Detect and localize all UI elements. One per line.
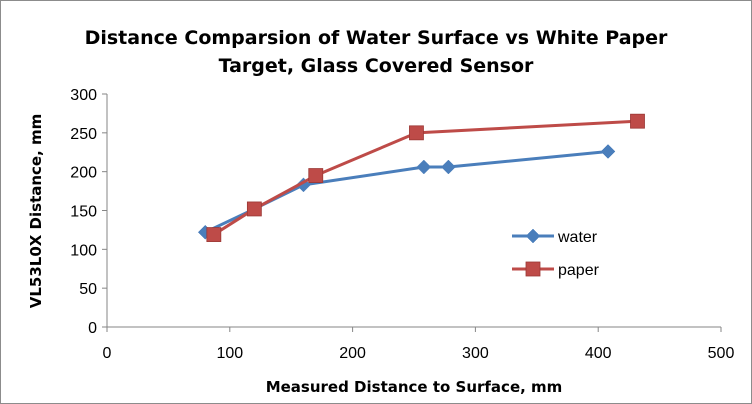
data-point-paper [206, 227, 222, 242]
x-tick-label: 300 [462, 345, 489, 362]
x-axis-title: Measured Distance to Surface, mm [266, 378, 563, 396]
series-water [197, 144, 616, 240]
data-point-paper [308, 168, 324, 183]
x-ticks: 0 100 200 300 400 500 [103, 327, 735, 362]
y-tick-label: 50 [79, 281, 97, 298]
y-ticks: 0 50 100 150 200 250 300 [70, 87, 107, 337]
legend-label-water: water [557, 229, 598, 246]
series-paper [206, 113, 645, 242]
series-line-water [204, 149, 609, 234]
y-tick-label: 250 [70, 126, 97, 143]
x-tick-label: 400 [585, 345, 612, 362]
x-tick-label: 200 [339, 345, 366, 362]
legend-marker-water [525, 228, 541, 244]
data-point-paper [246, 201, 262, 217]
legend: water paper [512, 228, 600, 279]
y-tick-label: 0 [88, 320, 97, 337]
x-tick-label: 500 [708, 345, 735, 362]
legend-marker-paper [525, 261, 541, 277]
x-tick-label: 100 [216, 345, 243, 362]
chart-title-line-2: Target, Glass Covered Sensor [219, 55, 534, 77]
data-point-water [600, 144, 616, 159]
data-point-water [441, 159, 456, 175]
data-point-water [416, 159, 432, 175]
y-tick-label: 100 [70, 242, 97, 259]
x-tick-label: 0 [103, 345, 112, 362]
series-group [197, 113, 645, 242]
series-line-paper [213, 119, 638, 236]
y-axis-title: VL53L0X Distance, mm [27, 114, 45, 309]
data-point-paper [630, 113, 645, 129]
chart-title-line-1: Distance Comparsion of Water Surface vs … [85, 27, 668, 49]
y-tick-label: 200 [70, 165, 97, 182]
y-tick-label: 150 [70, 204, 97, 221]
legend-label-paper: paper [558, 262, 600, 279]
y-tick-label: 300 [70, 87, 97, 104]
data-point-paper [409, 125, 424, 141]
